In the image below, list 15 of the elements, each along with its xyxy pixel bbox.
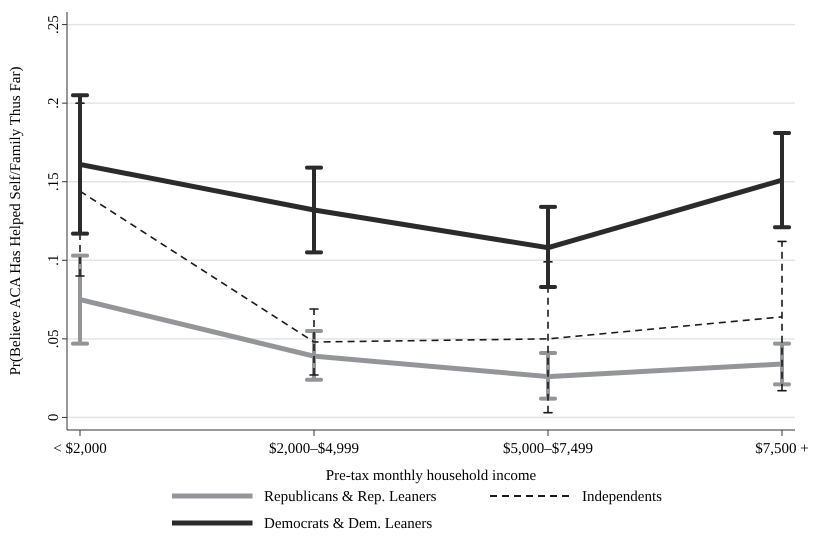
legend-label: Democrats & Dem. Leaners — [264, 516, 432, 532]
legend-label: Independents — [582, 489, 662, 505]
x-tick-label: $2,000–$4,999 — [269, 441, 359, 457]
y-tick-label: .25 — [46, 15, 62, 34]
legend-label: Republicans & Rep. Leaners — [264, 489, 437, 505]
y-tick-label: .1 — [46, 254, 62, 266]
y-axis-title: Pr(Believe ACA Has Helped Self/Family Thus Far) — [8, 66, 24, 376]
x-tick-label: $7,500 + — [755, 441, 809, 457]
y-tick-label: .05 — [46, 329, 62, 348]
y-tick-label: .15 — [46, 172, 62, 192]
y-tick-label: .2 — [46, 98, 62, 109]
x-tick-label: $5,000–$7,499 — [503, 441, 593, 457]
y-tick-label: 0 — [46, 414, 62, 422]
x-tick-label: < $2,000 — [53, 441, 107, 457]
x-axis-title: Pre-tax monthly household income — [326, 468, 537, 484]
